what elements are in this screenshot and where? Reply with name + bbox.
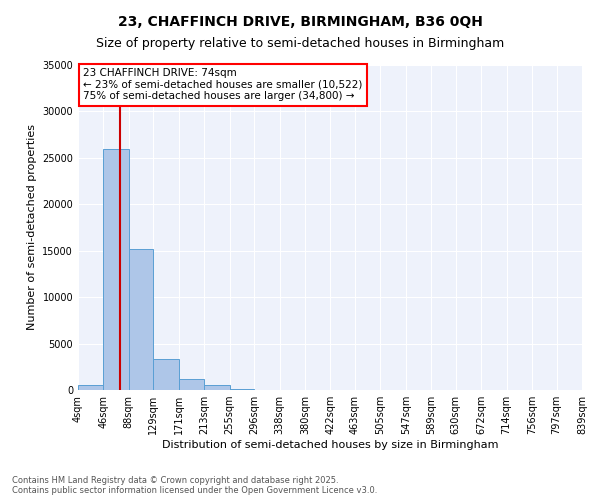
Bar xyxy=(103,148,129,390)
Text: 23 CHAFFINCH DRIVE: 74sqm
← 23% of semi-detached houses are smaller (10,522)
75%: 23 CHAFFINCH DRIVE: 74sqm ← 23% of semi-… xyxy=(83,68,362,102)
Text: Size of property relative to semi-detached houses in Birmingham: Size of property relative to semi-detach… xyxy=(96,38,504,51)
Bar xyxy=(230,389,254,390)
Text: 23, CHAFFINCH DRIVE, BIRMINGHAM, B36 0QH: 23, CHAFFINCH DRIVE, BIRMINGHAM, B36 0QH xyxy=(118,15,482,29)
Y-axis label: Number of semi-detached properties: Number of semi-detached properties xyxy=(27,124,37,330)
X-axis label: Distribution of semi-detached houses by size in Birmingham: Distribution of semi-detached houses by … xyxy=(162,440,498,450)
Bar xyxy=(204,386,230,390)
Bar xyxy=(179,379,204,390)
Bar xyxy=(129,249,154,390)
Bar xyxy=(78,386,103,390)
Text: Contains HM Land Registry data © Crown copyright and database right 2025.
Contai: Contains HM Land Registry data © Crown c… xyxy=(12,476,377,495)
Bar xyxy=(154,360,179,390)
